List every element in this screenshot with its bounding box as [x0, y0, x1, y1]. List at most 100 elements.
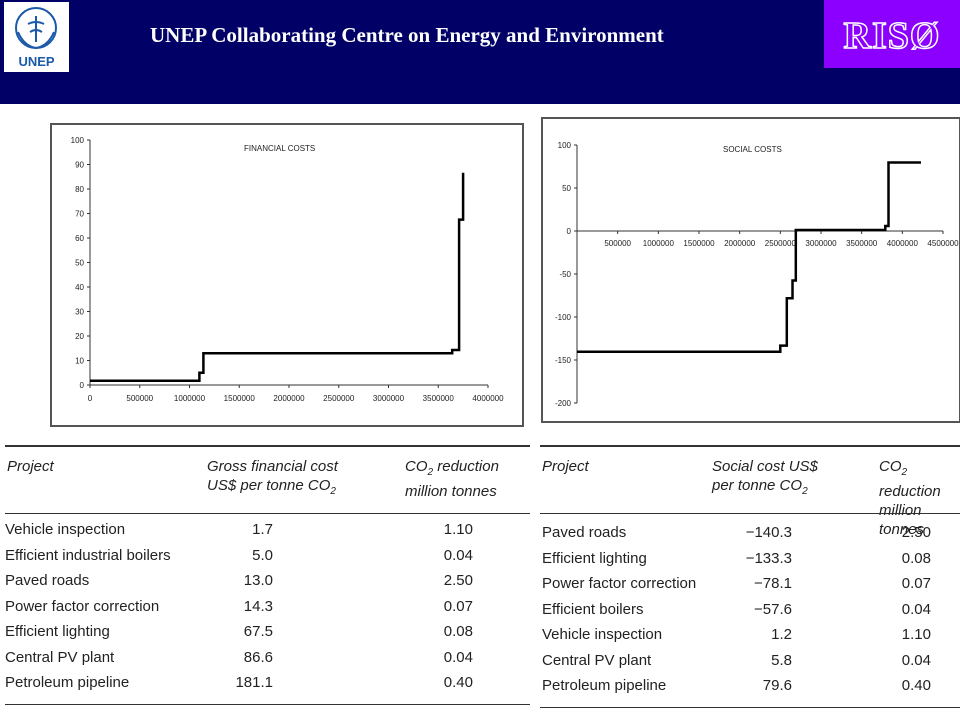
header-social-cost-sub: 2: [802, 486, 808, 497]
table-cell-project: Power factor correction: [5, 597, 160, 615]
header-co2-units: million tonnes: [879, 502, 925, 538]
unep-emblem-icon: [15, 7, 57, 50]
table-cell-co2: 0.08: [901, 549, 931, 567]
riso-logo-text: RISØ: [843, 14, 941, 58]
financial-costs-chart: FINANCIAL COSTS 0 10 20 30 40 50 60 70 80 90 100 0 50…: [50, 123, 524, 427]
x-tick-label: 2500000: [765, 239, 797, 248]
table-cell-cost: −140.3: [745, 524, 792, 541]
header-project: Project: [7, 458, 54, 475]
x-tick-label: 1000000: [643, 239, 675, 248]
table-cell-project: Petroleum pipeline: [542, 677, 667, 694]
unep-logo-text: UNEP: [18, 54, 55, 69]
x-tick-label: 3000000: [373, 394, 405, 403]
x-tick-label: 4000000: [887, 239, 919, 248]
table-cell-co2: 1.10: [901, 626, 931, 643]
x-tick-label: 0: [88, 394, 93, 403]
y-tick-label: -100: [555, 313, 572, 322]
table-cell-project: Paved roads: [542, 524, 627, 541]
table-cell-cost: −133.3: [745, 549, 792, 567]
table-bottom-rule: [540, 707, 960, 708]
header-social-cost: Social cost US$ per tonne CO2: [712, 457, 842, 501]
table-header-rule: [5, 513, 530, 514]
header-social-cost-line1: Social cost US$: [712, 458, 818, 475]
x-tick-label: 3000000: [805, 239, 837, 248]
header-co2-reduction: CO2 reduction million tonnes: [879, 457, 960, 539]
x-tick-label: 2000000: [273, 394, 305, 403]
header-social-cost-line2: per tonne CO: [712, 477, 803, 494]
x-tick-label: 2000000: [724, 239, 756, 248]
table-cell-project: Efficient lighting: [542, 549, 647, 567]
table-cell-cost: 13.0: [243, 572, 273, 589]
table-cell-co2: 0.04: [901, 600, 931, 618]
header-co2-label: CO: [405, 458, 428, 475]
header-gross-cost: Gross financial cost US$ per tonne CO2: [207, 457, 377, 501]
x-tick-label: 1500000: [683, 239, 715, 248]
y-tick-label: 50: [75, 259, 84, 268]
header-gross-cost-line2: US$ per tonne CO: [207, 477, 331, 494]
header-co2-reduction: CO2 reduction million tonnes: [405, 457, 530, 501]
table-cell-co2: 1.10: [443, 521, 473, 538]
x-tick-label: 4500000: [927, 239, 959, 248]
series-line: [90, 172, 465, 383]
y-tick-label: 0: [567, 227, 572, 236]
table-cell-cost: 181.1: [235, 674, 273, 691]
header-co2-reduction-word: reduction: [433, 458, 499, 475]
table-cell-project: Central PV plant: [542, 651, 652, 669]
table-cell-co2: 0.08: [443, 623, 473, 640]
unep-logo: UNEP: [4, 2, 69, 72]
table-bottom-rule: [5, 704, 530, 705]
table-cell-co2: 0.04: [901, 651, 931, 669]
table-cell-cost: 14.3: [243, 597, 273, 615]
table-cell-project: Efficient lighting: [5, 623, 110, 640]
y-tick-label: 100: [558, 141, 572, 150]
y-tick-label: 0: [80, 381, 85, 390]
table-cell-cost: 5.8: [771, 651, 792, 669]
table-cell-cost: 79.6: [762, 677, 792, 694]
table-cell-cost: 1.7: [252, 521, 273, 538]
header-co2-reduction-word: reduction: [879, 483, 941, 500]
riso-logo: RISØ: [824, 0, 960, 68]
table-cell-cost: 5.0: [252, 546, 273, 564]
x-tick-label: 3500000: [423, 394, 455, 403]
y-tick-label: -150: [555, 356, 572, 365]
table-cell-co2: 0.04: [443, 648, 473, 666]
table-top-rule: [5, 445, 530, 447]
financial-costs-chart-svg: FINANCIAL COSTS 0 10 20 30 40 50 60 70 80 90 100 0 50…: [71, 136, 504, 403]
table-cell-co2: 0.07: [443, 597, 473, 615]
y-tick-label: 80: [75, 185, 84, 194]
table-cell-project: Efficient boilers: [542, 600, 644, 618]
table-cell-cost: 1.2: [771, 626, 792, 643]
table-cell-project: Power factor correction: [542, 575, 697, 592]
table-cell-project: Vehicle inspection: [542, 626, 663, 643]
y-tick-label: 20: [75, 332, 84, 341]
social-cost-table: Project Social cost US$ per tonne CO2 CO…: [540, 445, 960, 710]
table-cell-cost: −78.1: [754, 575, 792, 592]
table-cell-co2: 2.50: [443, 572, 473, 589]
social-costs-chart-svg: SOCIAL COSTS 100 50 0 -50 -100 -150 -200 500000 1…: [555, 141, 959, 408]
y-tick-label: 60: [75, 234, 84, 243]
header-co2-sub: 2: [427, 467, 434, 478]
x-tick-label: 3500000: [846, 239, 878, 248]
header-project: Project: [542, 458, 589, 475]
table-cell-project: Petroleum pipeline: [5, 674, 130, 691]
y-tick-label: -50: [559, 270, 571, 279]
header-banner: UNEP UNEP Collaborating Centre on Energy…: [0, 0, 960, 104]
table-cell-co2: 0.04: [443, 546, 473, 564]
x-tick-label: 1500000: [224, 394, 256, 403]
table-cell-co2: 0.07: [901, 575, 931, 592]
x-tick-label: 500000: [126, 394, 153, 403]
x-tick-label: 500000: [604, 239, 631, 248]
table-cell-project: Paved roads: [5, 572, 90, 589]
y-tick-label: -200: [555, 399, 572, 408]
header-co2-sub: 2: [901, 467, 908, 478]
y-tick-label: 50: [562, 184, 571, 193]
x-tick-label: 2500000: [323, 394, 355, 403]
table-cell-co2: 2.50: [901, 524, 931, 541]
y-tick-label: 70: [75, 210, 84, 219]
y-tick-label: 100: [71, 136, 85, 145]
chart-title: SOCIAL COSTS: [723, 145, 782, 154]
header-title: UNEP Collaborating Centre on Energy and …: [150, 23, 664, 47]
y-tick-label: 40: [75, 283, 84, 292]
y-tick-label: 10: [75, 357, 84, 366]
table-cell-co2: 0.40: [901, 677, 931, 694]
